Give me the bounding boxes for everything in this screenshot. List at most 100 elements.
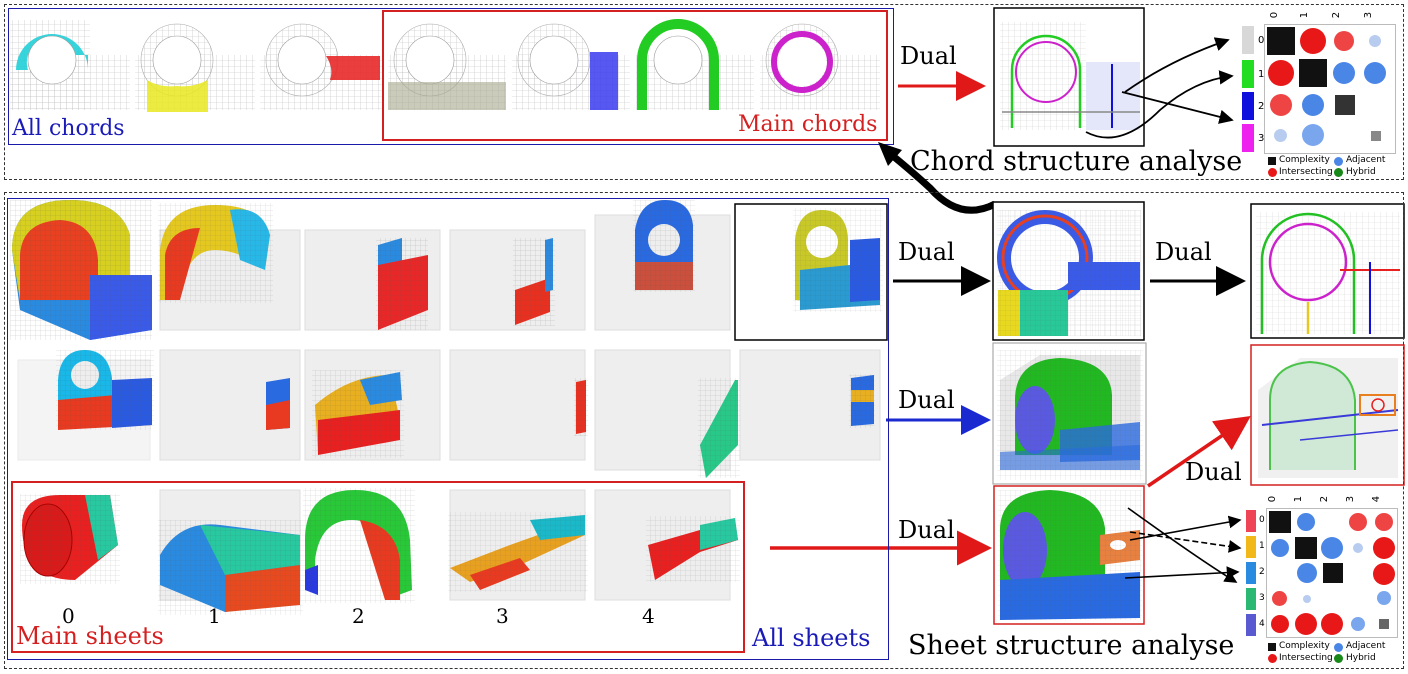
chord-cell-intersecting xyxy=(1334,31,1354,51)
chord-cell-complexity xyxy=(1371,131,1381,141)
sheet-cell-intersecting xyxy=(1271,615,1289,633)
main-chords-label: Main chords xyxy=(738,112,878,137)
chord-legend: Complexity Adjacent Intersecting Hybrid xyxy=(1266,154,1398,178)
legend-adjacent: Adjacent xyxy=(1346,155,1386,165)
sheet-dual-label-1: Dual xyxy=(898,238,955,266)
legend-complexity-swatch xyxy=(1268,643,1276,651)
sheet-col-3: 3 xyxy=(1345,495,1357,503)
sheet-row-3: 3 xyxy=(1259,593,1265,603)
chord-cell-adjacent xyxy=(1333,62,1355,84)
chord-row-color-2 xyxy=(1242,92,1254,120)
sheet-row-1: 1 xyxy=(1259,541,1265,551)
chord-col-2: 2 xyxy=(1331,11,1343,19)
chord-row-color-0 xyxy=(1242,26,1254,54)
sheet-cell-complexity xyxy=(1295,537,1317,559)
chord-thumb-0 xyxy=(10,20,130,110)
sheet-col-1: 1 xyxy=(1293,495,1305,503)
sheet-legend: Complexity Adjacent Intersecting Hybrid xyxy=(1266,640,1400,666)
sheet-cell-adjacent xyxy=(1321,537,1343,559)
chord-thumb-5 xyxy=(636,19,754,110)
chord-cell-complexity xyxy=(1267,27,1295,55)
sheet-col-0: 0 xyxy=(1267,495,1279,503)
sheet-dual-label-2: Dual xyxy=(1155,238,1212,266)
sheet-dual-label-5: Dual xyxy=(898,516,955,544)
sheet-cell-complexity xyxy=(1269,511,1291,533)
sheet-row-2 xyxy=(17,349,881,478)
chord-matrix: 0 1 2 3 0 1 2 3 Complexity Adjacent Inte… xyxy=(1240,6,1400,178)
sheet-row-color-0 xyxy=(1246,510,1256,532)
sheet-row-color-2 xyxy=(1246,562,1256,584)
legend-intersecting: Intersecting xyxy=(1279,653,1333,663)
sheet-row-color-4 xyxy=(1246,614,1256,636)
sheet-number-2: 2 xyxy=(352,604,365,628)
sheet-row-4: 4 xyxy=(1259,619,1265,629)
sheet-cell-intersecting xyxy=(1272,591,1287,606)
legend-hybrid-swatch xyxy=(1334,168,1343,177)
sheet-analysis-label: Sheet structure analyse xyxy=(908,630,1235,661)
main-chords-box xyxy=(382,10,888,141)
sheet-row-1 xyxy=(10,200,731,340)
sheet-cell-adjacent xyxy=(1297,513,1315,531)
legend-adjacent-swatch xyxy=(1334,643,1343,652)
legend-intersecting: Intersecting xyxy=(1279,167,1333,177)
sheet-cell-intersecting xyxy=(1321,613,1343,635)
sheet-row-0: 0 xyxy=(1259,515,1265,525)
legend-hybrid: Hybrid xyxy=(1346,653,1376,663)
legend-adjacent: Adjacent xyxy=(1346,641,1386,651)
chord-cell-intersecting xyxy=(1270,94,1292,116)
sheet-cell-intersecting xyxy=(1375,513,1393,531)
chord-cell-adjacent xyxy=(1364,62,1386,84)
main-sheets-label: Main sheets xyxy=(16,622,164,650)
chord-cell-complexity xyxy=(1335,95,1355,115)
sheet-cell-intersecting xyxy=(1373,537,1395,559)
sheet-cell-adjacent xyxy=(1377,591,1391,605)
legend-hybrid: Hybrid xyxy=(1346,167,1376,177)
chord-panel xyxy=(4,4,1404,180)
chord-row-color-3 xyxy=(1242,124,1254,152)
sheet-cell-complexity xyxy=(1323,563,1343,583)
legend-complexity: Complexity xyxy=(1279,155,1330,165)
chord-row-0: 0 xyxy=(1258,35,1265,46)
chord-cell-adjacent xyxy=(1302,94,1324,116)
chord-cell-complexity xyxy=(1299,59,1327,87)
chord-dual-label: Dual xyxy=(900,42,957,70)
sheet-cell-adjacent xyxy=(1303,595,1311,603)
legend-complexity-swatch xyxy=(1268,157,1276,165)
chord-col-1: 1 xyxy=(1299,11,1311,19)
sheet-dual-label-4: Dual xyxy=(1185,458,1242,486)
main-sheets-box xyxy=(11,481,745,653)
all-chords-label: All chords xyxy=(12,116,125,141)
chord-cell-intersecting xyxy=(1268,60,1294,86)
chord-thumb-4 xyxy=(512,23,630,110)
legend-complexity: Complexity xyxy=(1279,641,1330,651)
all-sheets-box xyxy=(7,198,889,660)
chord-thumb-2 xyxy=(260,23,382,110)
sheet-col-4: 4 xyxy=(1371,495,1383,503)
sheet-row-2: 2 xyxy=(1259,567,1265,577)
sheet-dual-label-3: Dual xyxy=(898,386,955,414)
chord-thumb-1 xyxy=(135,23,255,112)
chord-row-2: 2 xyxy=(1258,101,1265,112)
chord-grid xyxy=(1264,24,1396,154)
sheet-cell-adjacent xyxy=(1353,543,1363,553)
sheet-row-color-1 xyxy=(1246,536,1256,558)
chord-cell-adjacent xyxy=(1302,124,1324,146)
sheet-cell-intersecting xyxy=(1349,513,1367,531)
legend-adjacent-swatch xyxy=(1334,157,1343,166)
chord-row-3: 3 xyxy=(1258,133,1265,144)
chord-thumb-3 xyxy=(388,23,506,110)
sheet-number-0: 0 xyxy=(62,604,75,628)
chord-col-0: 0 xyxy=(1269,11,1281,19)
sheet-cell-adjacent xyxy=(1297,563,1317,583)
sheet-number-3: 3 xyxy=(496,604,509,628)
all-chords-box xyxy=(8,8,894,145)
sheet-cell-intersecting xyxy=(1373,563,1395,585)
chord-cell-adjacent xyxy=(1274,129,1287,142)
chord-cell-adjacent xyxy=(1369,35,1381,47)
sheet-cell-adjacent xyxy=(1351,617,1365,631)
chord-analysis-label: Chord structure analyse xyxy=(910,146,1243,177)
chord-col-3: 3 xyxy=(1363,11,1375,19)
sheet-row-3 xyxy=(20,488,740,615)
sheet-grid xyxy=(1266,508,1398,638)
